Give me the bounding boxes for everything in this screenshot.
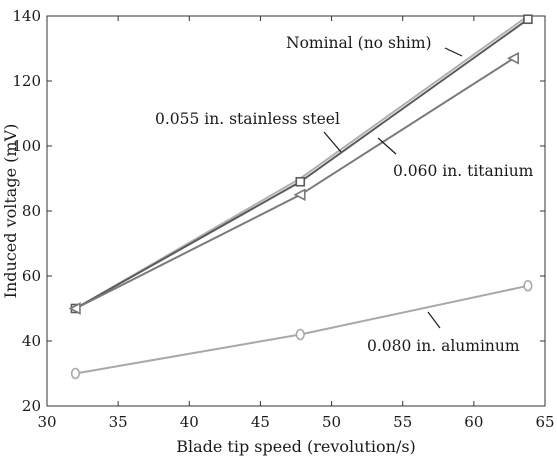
annot-nominal-leader xyxy=(444,47,463,57)
data-point xyxy=(523,14,533,25)
x-tick-label: 60 xyxy=(464,413,483,431)
y-tick-label: 60 xyxy=(22,267,41,285)
annot-titanium-label: 0.060 in. titanium xyxy=(393,162,534,180)
annot-aluminum-label: 0.080 in. aluminum xyxy=(367,337,520,355)
x-tick-label: 55 xyxy=(393,413,412,431)
annotation-layer: Nominal (no shim) 0.055 in. stainless ste… xyxy=(155,34,534,355)
y-axis: 20 40 60 80 100 120 140 xyxy=(12,7,545,415)
y-tick-label: 140 xyxy=(12,7,41,25)
y-tick-label: 80 xyxy=(22,202,41,220)
data-point xyxy=(295,328,305,341)
x-tick-label: 40 xyxy=(180,413,199,431)
annot-titanium-leader xyxy=(377,137,397,155)
series-layer xyxy=(68,14,533,380)
y-tick-label: 100 xyxy=(12,137,41,155)
y-tick-label: 20 xyxy=(22,397,41,415)
data-point xyxy=(70,367,81,380)
data-point xyxy=(293,188,306,202)
annot-stainless-steel-leader xyxy=(323,131,342,153)
annot-stainless-steel-label: 0.055 in. stainless steel xyxy=(155,110,340,128)
annot-nominal-label: Nominal (no shim) xyxy=(286,34,432,52)
x-tick-label: 30 xyxy=(37,413,56,431)
x-axis-title: Blade tip speed (revolution/s) xyxy=(176,437,416,456)
data-point xyxy=(523,279,533,292)
y-tick-label: 40 xyxy=(22,332,41,350)
series-0-080-in-aluminum xyxy=(70,279,533,380)
x-tick-label: 65 xyxy=(535,413,554,431)
series-0-060-in-titanium xyxy=(68,51,519,315)
x-axis: 30 35 40 45 50 55 60 65 xyxy=(37,16,555,431)
annot-aluminum-leader xyxy=(427,311,441,329)
data-point xyxy=(506,51,519,65)
data-point xyxy=(68,302,81,315)
x-tick-label: 50 xyxy=(322,413,341,431)
x-tick-label: 45 xyxy=(251,413,270,431)
data-point xyxy=(295,176,306,187)
x-tick-label: 35 xyxy=(109,413,128,431)
y-axis-title: Induced voltage (mV) xyxy=(1,124,20,299)
y-tick-label: 120 xyxy=(12,72,41,90)
